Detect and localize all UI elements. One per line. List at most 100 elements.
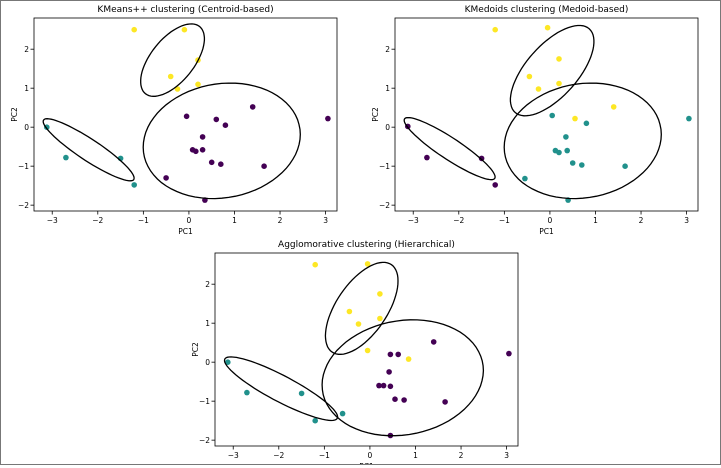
y-axis-label: PC2 — [191, 342, 200, 357]
x-axis-label: PC1 — [178, 227, 193, 236]
y-tick-label: −2 — [379, 201, 390, 210]
data-point-cluster-0 — [424, 154, 430, 161]
data-point-cluster-0 — [492, 182, 499, 188]
y-tick-label: 2 — [385, 45, 390, 54]
data-point-cluster-1 — [131, 182, 137, 188]
data-point-cluster-0 — [213, 116, 220, 123]
data-point-cluster-0 — [199, 147, 206, 153]
x-tick-label: 1 — [232, 216, 237, 225]
data-point-cluster-0 — [376, 382, 382, 389]
y-tick-label: 2 — [205, 280, 210, 289]
data-point-cluster-0 — [199, 134, 206, 140]
chart-kmedoids: −3 −2 −1 0 1 2 3 −2 −1 0 1 2 KMedoids clustering (Me… — [371, 5, 699, 236]
x-tick-label: 2 — [278, 216, 283, 225]
x-tick-label: −1 — [138, 216, 149, 225]
cluster-ellipse-2 — [321, 319, 485, 437]
cluster-ellipse-3 — [223, 356, 339, 422]
y-axis-label: PC2 — [371, 107, 380, 122]
chart-kmeans: −3 −2 −1 0 1 2 3 −2 −1 0 1 2 KMeans++ clustering (Ce… — [10, 5, 338, 236]
data-point-cluster-2 — [492, 26, 499, 33]
data-point-cluster-0 — [380, 382, 387, 389]
data-point-cluster-1 — [622, 163, 628, 169]
data-point-cluster-0 — [163, 175, 169, 181]
data-points — [225, 261, 512, 439]
data-point-cluster-2 — [181, 26, 188, 33]
data-point-cluster-1 — [556, 149, 562, 156]
y-tick-label: 1 — [205, 319, 210, 328]
x-tick-label: −3 — [228, 451, 239, 460]
plot-frame — [33, 17, 338, 212]
data-point-cluster-2 — [364, 261, 371, 267]
x-tick-label: 0 — [187, 216, 192, 225]
data-point-cluster-2 — [544, 24, 551, 31]
x-tick-label: 3 — [504, 451, 509, 460]
data-point-cluster-0 — [325, 115, 331, 122]
data-point-cluster-0 — [193, 148, 199, 155]
data-point-cluster-0 — [478, 155, 485, 162]
data-point-cluster-0 — [183, 113, 190, 120]
cluster-ellipse-3 — [42, 118, 135, 182]
data-point-cluster-0 — [430, 339, 437, 345]
data-point-cluster-2 — [405, 356, 412, 362]
x-tick-label: 1 — [413, 451, 418, 460]
cluster-ellipse-2 — [503, 82, 662, 200]
data-point-cluster-0 — [395, 351, 402, 358]
data-point-cluster-0 — [392, 396, 398, 403]
data-point-cluster-0 — [506, 350, 512, 357]
data-point-cluster-2 — [364, 347, 371, 354]
data-point-cluster-2 — [167, 73, 174, 80]
x-tick-label: −3 — [408, 216, 419, 225]
chart-agglomerative: −3 −2 −1 0 1 2 3 −2 −1 0 1 2 Agglomorative clusterin… — [191, 240, 519, 468]
data-point-cluster-0 — [261, 163, 267, 169]
x-tick-label: −1 — [499, 216, 510, 225]
chart-title: KMedoids clustering (Medoid-based) — [465, 5, 629, 15]
data-point-cluster-2 — [377, 291, 383, 297]
data-point-cluster-2 — [195, 81, 201, 88]
plot-frame — [394, 17, 699, 212]
cluster-ellipse-2 — [142, 82, 301, 200]
x-tick-label: −1 — [319, 451, 330, 460]
data-point-cluster-1 — [298, 390, 305, 397]
data-point-cluster-2 — [346, 308, 353, 315]
x-axis-label: PC1 — [539, 227, 554, 236]
data-point-cluster-0 — [249, 104, 256, 110]
data-point-cluster-0 — [387, 383, 394, 390]
data-point-cluster-0 — [218, 161, 224, 167]
data-point-cluster-0 — [442, 399, 448, 405]
x-axis-label: PC1 — [359, 462, 374, 464]
data-point-cluster-2 — [572, 115, 578, 122]
data-point-cluster-2 — [131, 26, 137, 33]
y-tick-label: −1 — [18, 162, 29, 171]
data-point-cluster-1 — [244, 389, 250, 396]
data-point-cluster-1 — [569, 160, 576, 166]
data-point-cluster-1 — [63, 154, 69, 161]
plot-frame — [214, 252, 519, 447]
data-point-cluster-1 — [549, 112, 555, 119]
data-points — [44, 26, 331, 203]
y-tick-label: 0 — [205, 358, 210, 367]
y-tick-label: −2 — [18, 201, 29, 210]
data-point-cluster-1 — [686, 115, 692, 122]
data-point-cluster-0 — [401, 397, 407, 403]
data-point-cluster-1 — [225, 359, 231, 366]
data-points — [405, 24, 692, 203]
cluster-ellipse-3 — [403, 116, 496, 181]
data-point-cluster-2 — [312, 261, 319, 268]
data-point-cluster-0 — [387, 351, 394, 358]
data-point-cluster-2 — [556, 80, 562, 87]
x-tick-label: 2 — [639, 216, 644, 225]
data-point-cluster-2 — [377, 315, 383, 322]
x-tick-label: 0 — [368, 451, 373, 460]
data-point-cluster-2 — [556, 56, 562, 62]
y-tick-label: 1 — [24, 84, 29, 93]
x-tick-label: 0 — [548, 216, 553, 225]
x-tick-label: 2 — [459, 451, 464, 460]
x-tick-label: −3 — [47, 216, 58, 225]
data-point-cluster-1 — [583, 120, 590, 127]
data-point-cluster-1 — [522, 175, 528, 182]
data-point-cluster-2 — [610, 104, 617, 110]
data-point-cluster-0 — [208, 159, 215, 166]
cluster-ellipse-1 — [509, 24, 595, 117]
